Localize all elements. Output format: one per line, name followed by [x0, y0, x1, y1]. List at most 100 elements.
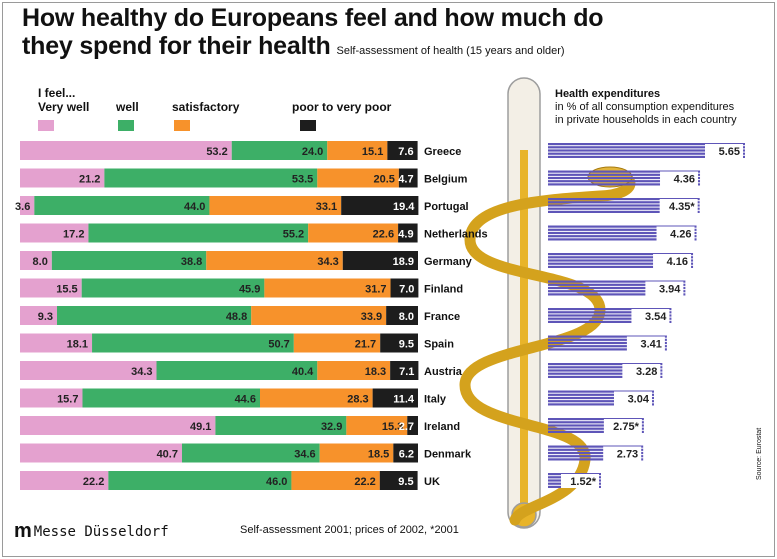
bar-italy-1 — [82, 388, 260, 408]
country-label-italy: Italy — [424, 394, 447, 406]
value-label: 3.6 — [15, 201, 30, 213]
value-label: 19.4 — [393, 201, 415, 213]
value-label: 20.5 — [373, 174, 394, 186]
expenditure-bar-ireland — [548, 430, 644, 433]
expenditure-label-box — [613, 391, 652, 406]
expenditure-bar-netherlands — [548, 235, 697, 238]
legend-intro: I feel... — [38, 86, 76, 100]
bar-austria-3 — [390, 361, 419, 380]
country-label-greece: Greece — [424, 146, 461, 158]
bar-greece-0 — [20, 141, 232, 160]
expenditure-bar-belgium — [548, 170, 701, 173]
value-label: 32.9 — [321, 421, 342, 433]
thermometer-illustration — [507, 77, 541, 529]
bar-denmark-3 — [393, 443, 418, 463]
chart-title: How healthy do Europeans feel and how mu… — [22, 4, 604, 65]
expenditure-bar-greece — [548, 146, 745, 149]
bar-italy-0 — [20, 388, 83, 408]
bar-austria-0 — [20, 361, 157, 380]
bar-germany-0 — [20, 251, 52, 270]
expenditure-bar-belgium — [548, 176, 701, 180]
expenditure-bar-portugal — [548, 207, 700, 210]
country-label-uk: UK — [424, 476, 440, 488]
legend-swatch-well — [118, 120, 134, 131]
bar-portugal-2 — [209, 196, 342, 215]
expenditure-bar-germany — [548, 253, 694, 256]
expenditure-value-label: 2.75* — [613, 421, 639, 433]
value-label: 8.0 — [399, 311, 414, 323]
expenditure-bar-ireland — [548, 424, 644, 427]
expenditure-bar-netherlands — [548, 238, 697, 241]
legend-label-very-well: Very well — [38, 100, 90, 114]
expenditure-bar-greece — [548, 143, 745, 146]
expenditure-bar-belgium — [548, 180, 701, 183]
logo-mark-icon: m — [14, 520, 32, 542]
bar-france-1 — [57, 306, 252, 325]
expenditure-bar-denmark — [548, 448, 644, 451]
expenditure-bar-spain — [548, 341, 667, 345]
bar-spain-2 — [293, 333, 381, 353]
bar-ireland-2 — [346, 416, 408, 435]
expenditure-bar-denmark — [548, 445, 644, 448]
logo-name: Messe Düsseldorf — [33, 523, 169, 540]
expenditure-bar-ireland — [548, 418, 644, 421]
bar-uk-1 — [108, 471, 292, 490]
country-label-netherlands: Netherlands — [424, 229, 488, 241]
value-label: 4.9 — [398, 229, 413, 241]
expenditure-value-label: 2.73 — [617, 449, 638, 461]
expenditure-bar-spain — [548, 335, 667, 338]
expenditure-label-box — [645, 281, 684, 296]
legend-label-poor: poor to very poor — [292, 100, 392, 114]
value-label: 22.2 — [354, 476, 375, 488]
expenditure-bar-spain — [548, 348, 667, 351]
expenditure-value-label: 5.65 — [719, 146, 740, 158]
bar-greece-2 — [327, 141, 388, 160]
value-label: 34.6 — [294, 449, 315, 461]
value-label: 15.3 — [382, 421, 403, 433]
expenditure-value-label: 4.26 — [670, 229, 691, 241]
expenditure-title: Health expenditures — [555, 88, 661, 100]
value-label: 4.7 — [398, 174, 413, 186]
bar-germany-3 — [342, 251, 418, 270]
bar-netherlands-0 — [20, 223, 89, 243]
expenditure-label-box — [622, 364, 661, 378]
bar-portugal-0 — [20, 196, 35, 215]
bar-austria-1 — [156, 361, 318, 380]
value-label: 18.9 — [393, 256, 414, 268]
country-label-france: France — [424, 311, 460, 323]
bar-spain-0 — [20, 333, 93, 353]
bar-austria-2 — [317, 361, 391, 380]
expenditure-label-box — [560, 474, 599, 488]
value-label: 15.1 — [362, 146, 383, 158]
bar-portugal-3 — [341, 196, 419, 215]
expenditure-subtitle-2: in private households in each country — [555, 114, 737, 126]
bar-finland-2 — [264, 278, 391, 298]
bar-italy-2 — [259, 388, 373, 408]
expenditure-bar-netherlands — [548, 228, 697, 231]
expenditure-bar-belgium — [548, 183, 701, 186]
value-label: 7.0 — [399, 284, 414, 296]
value-label: 7.6 — [398, 146, 413, 158]
country-label-finland: Finland — [424, 284, 463, 296]
value-label: 9.5 — [398, 476, 413, 488]
legend-swatch-very-well — [38, 120, 54, 131]
value-label: 22.2 — [83, 476, 104, 488]
bar-belgium-2 — [317, 168, 399, 188]
country-label-austria: Austria — [424, 366, 463, 378]
value-label: 44.0 — [184, 201, 205, 213]
value-label: 49.1 — [190, 421, 211, 433]
source-note: Source: Eurostat — [756, 427, 763, 480]
value-label: 31.7 — [365, 284, 386, 296]
value-label: 34.3 — [131, 366, 152, 378]
bar-finland-3 — [390, 278, 419, 298]
expenditure-bar-greece — [548, 152, 745, 155]
expenditure-label-box — [603, 446, 642, 461]
expenditure-bar-germany — [548, 256, 694, 259]
expenditure-label-box — [656, 226, 695, 241]
value-label: 22.6 — [373, 229, 394, 241]
expenditure-label-box — [631, 309, 670, 323]
expenditure-bar-ireland — [548, 427, 644, 430]
expenditure-label-box — [705, 144, 743, 158]
expenditure-value-label: 3.54 — [645, 311, 667, 323]
expenditure-bar-italy — [548, 403, 654, 406]
